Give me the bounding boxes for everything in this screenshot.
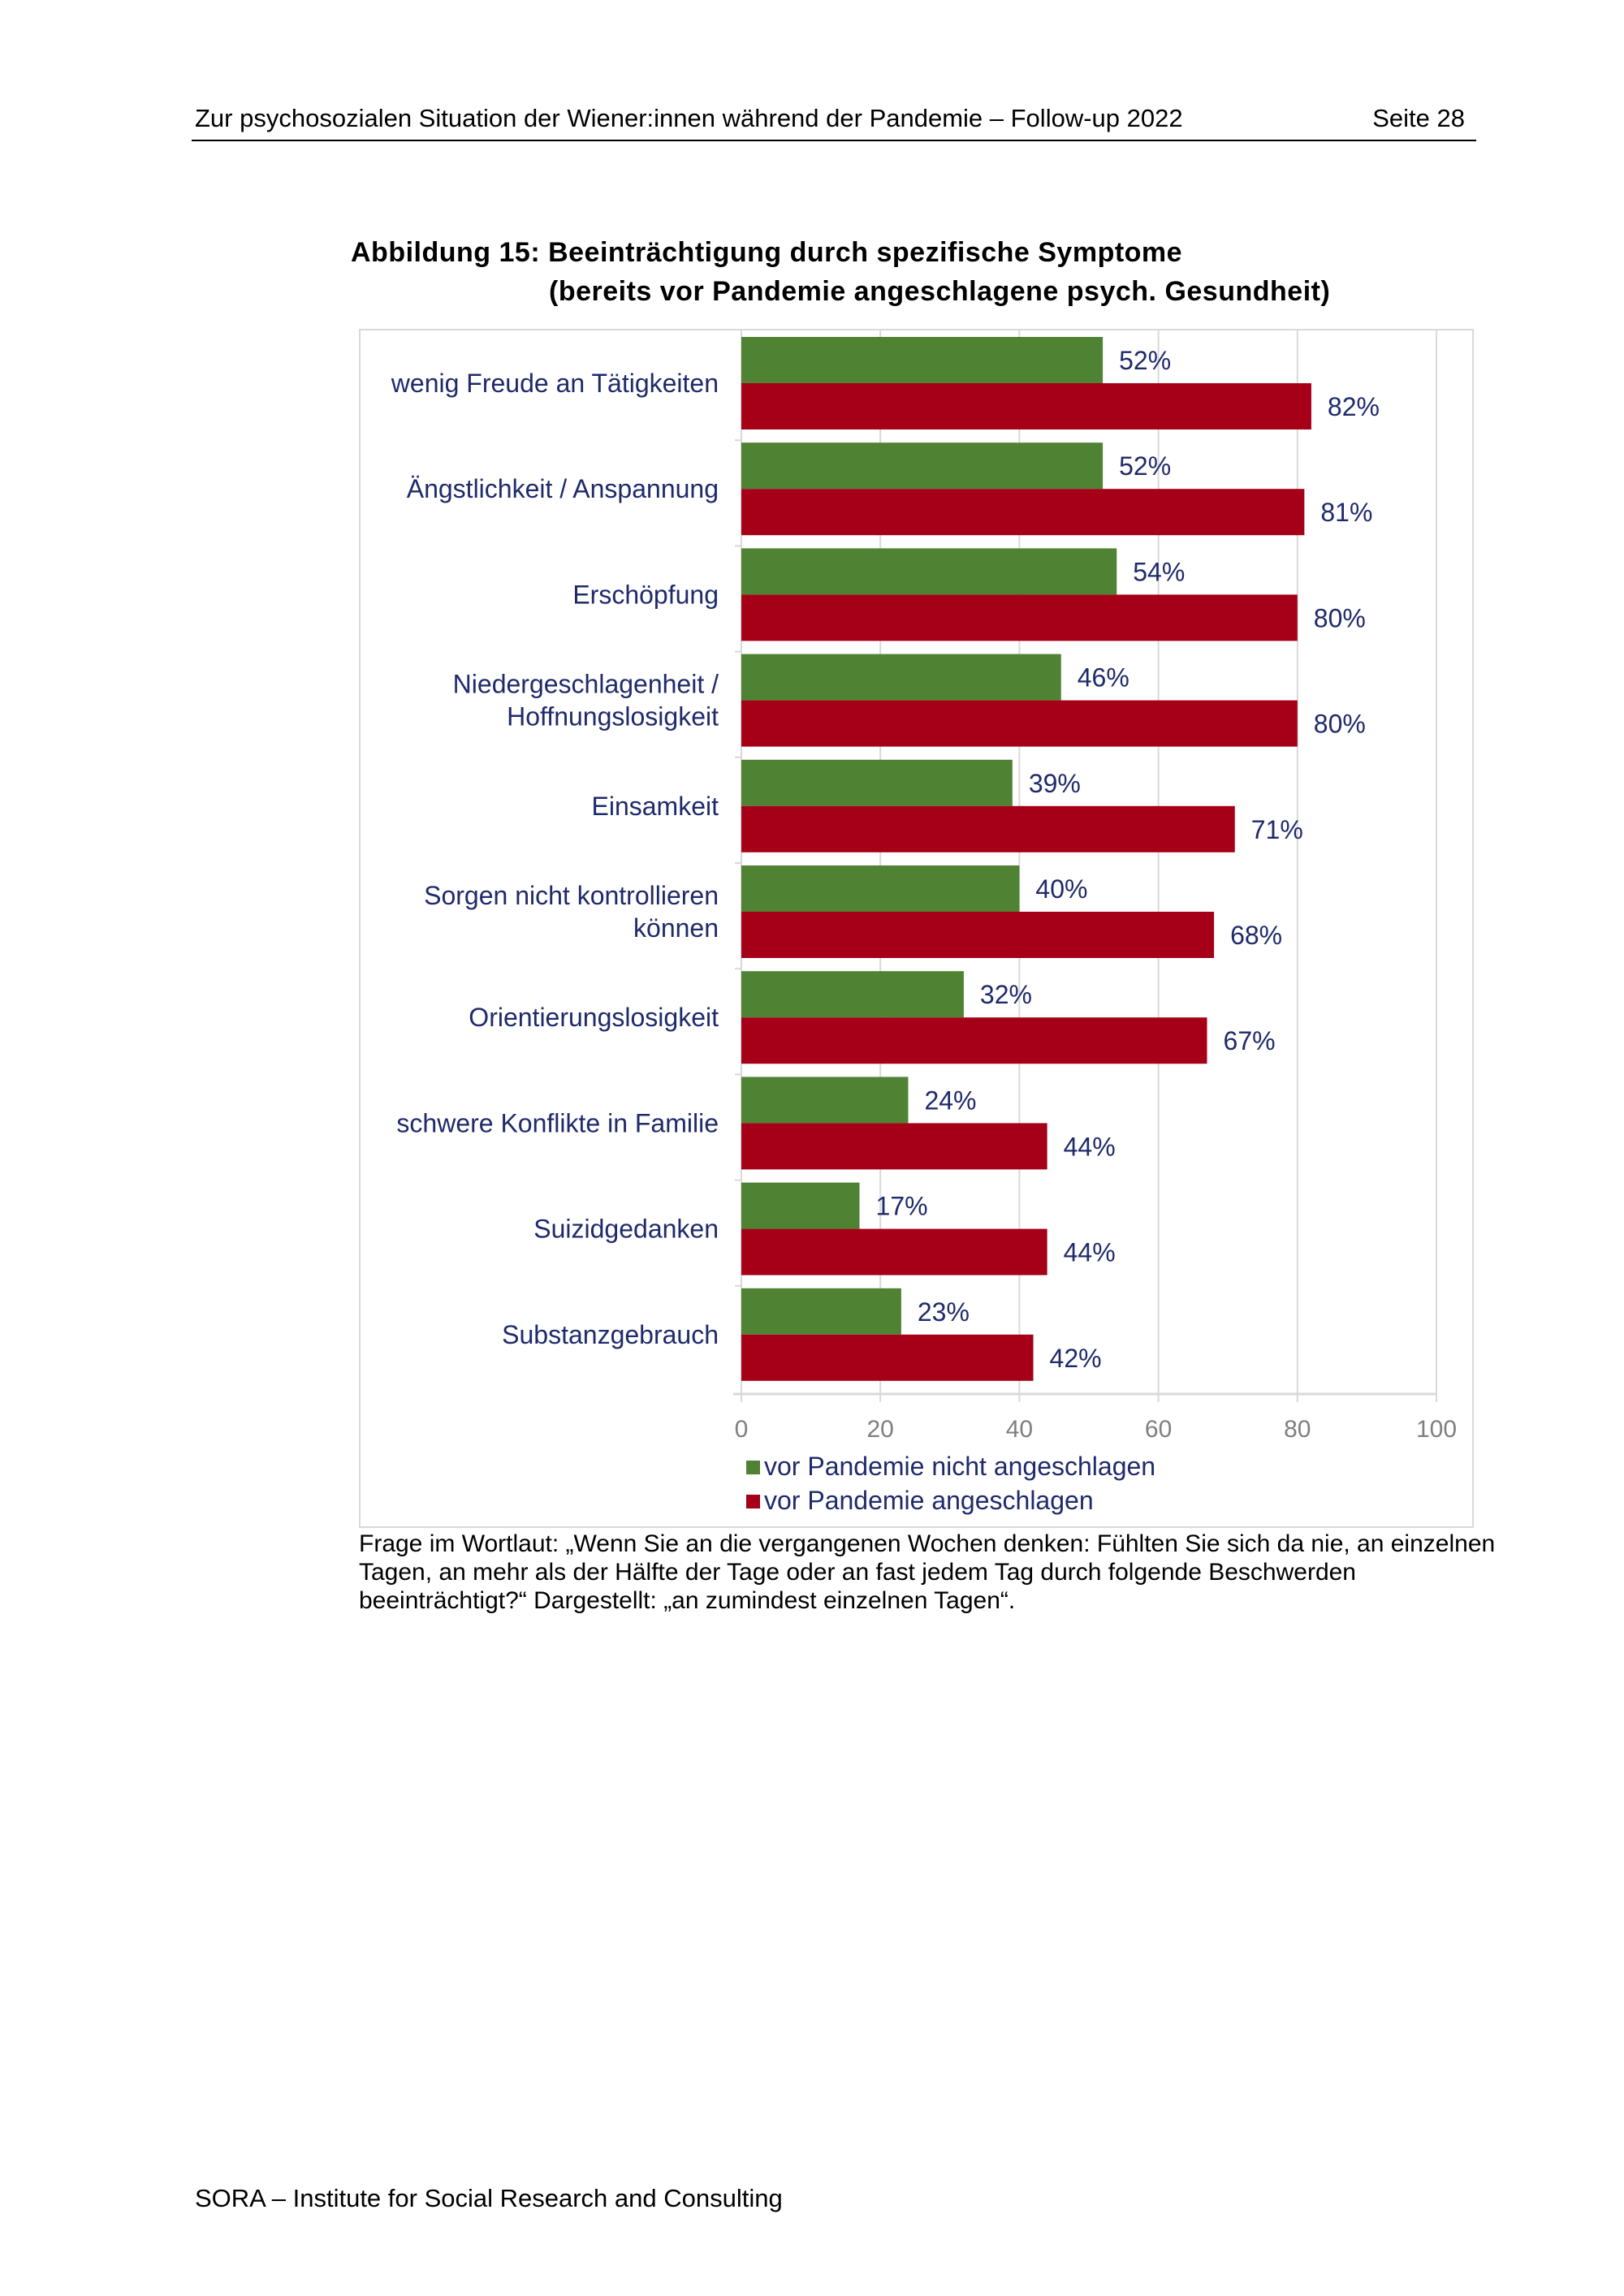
data-label: 52% [1119, 451, 1171, 481]
data-label: 44% [1064, 1132, 1116, 1161]
data-label: 80% [1314, 710, 1366, 739]
bar-affected [741, 1334, 1034, 1381]
bar-not-affected [741, 442, 1104, 490]
data-label: 17% [876, 1192, 928, 1221]
x-tick-label: 100 [1416, 1416, 1457, 1443]
bar-affected [741, 1228, 1047, 1275]
data-label: 39% [1029, 769, 1081, 798]
category-label: Einsamkeit [592, 792, 719, 821]
data-label: 46% [1078, 663, 1129, 693]
category-label: können [633, 913, 719, 943]
legend-label: vor Pandemie nicht angeschlagen [764, 1452, 1155, 1481]
bar-affected [741, 383, 1311, 429]
x-tick-label: 0 [735, 1416, 749, 1443]
chart-frame: 0 20 40 60 80 100 52% 82% wenig Freude an Tätigk… [359, 329, 1474, 1528]
figure-subtitle: (bereits vor Pandemie angeschlagene psyc… [549, 276, 1331, 307]
data-label: 71% [1251, 815, 1303, 844]
bar-not-affected [741, 337, 1104, 383]
bar-affected [741, 1123, 1047, 1170]
legend-swatch [746, 1461, 760, 1474]
legend-swatch [746, 1495, 760, 1508]
x-tick-label: 80 [1284, 1416, 1311, 1443]
bar-not-affected [741, 971, 964, 1018]
data-label: 52% [1119, 346, 1171, 375]
data-label: 44% [1064, 1238, 1116, 1267]
category-label: Niedergeschlagenheit / [453, 670, 719, 699]
category-label: Hoffnungslosigkeit [507, 702, 719, 732]
figure-title: Abbildung 15: Beeinträchtigung durch spe… [351, 237, 1183, 268]
bar-affected [741, 489, 1305, 536]
x-tick-label: 60 [1145, 1416, 1172, 1443]
footer: SORA – Institute for Social Research and… [195, 2184, 783, 2212]
x-tick-label: 20 [867, 1416, 894, 1443]
bar-chart: 0 20 40 60 80 100 52% 82% wenig Freude an Tätigk… [391, 330, 1457, 1515]
bar-not-affected [741, 1077, 909, 1124]
data-label: 80% [1314, 603, 1366, 632]
data-label: 40% [1035, 874, 1087, 904]
category-label: Orientierungslosigkeit [469, 1003, 719, 1032]
bar-not-affected [741, 654, 1061, 701]
header-rule [192, 140, 1476, 141]
data-label: 42% [1050, 1344, 1102, 1373]
bar-not-affected [741, 548, 1117, 595]
data-label: 68% [1230, 921, 1282, 950]
data-label: 67% [1224, 1026, 1276, 1055]
data-label: 54% [1133, 557, 1185, 586]
data-label: 82% [1328, 392, 1380, 421]
document-header-title: Zur psychosozialen Situation der Wiener:… [195, 104, 1183, 132]
figure-caption: Frage im Wortlaut: „Wenn Sie an die verg… [359, 1530, 1496, 1614]
category-label: wenig Freude an Tätigkeiten [391, 369, 719, 398]
bar-not-affected [741, 759, 1013, 806]
category-label: Substanzgebrauch [502, 1320, 719, 1349]
bar-affected [741, 1017, 1207, 1064]
category-label: Ängstlichkeit / Anspannung [407, 474, 719, 503]
data-label: 23% [918, 1297, 970, 1327]
legend-label: vor Pandemie angeschlagen [764, 1486, 1094, 1515]
category-label: Erschöpfung [572, 580, 719, 609]
bar-affected [741, 805, 1235, 852]
category-label: schwere Konflikte in Familie [396, 1108, 719, 1137]
x-tick-label: 40 [1006, 1416, 1033, 1443]
bar-not-affected [741, 865, 1020, 912]
data-label: 81% [1320, 498, 1372, 527]
category-label: Suizidgedanken [533, 1215, 719, 1244]
data-label: 24% [924, 1085, 976, 1115]
page-number: Seite 28 [1372, 104, 1465, 132]
bar-affected [741, 594, 1298, 641]
bar-not-affected [741, 1288, 901, 1335]
bar-not-affected [741, 1182, 860, 1229]
data-label: 32% [980, 980, 1032, 1009]
bar-affected [741, 700, 1298, 747]
bar-affected [741, 912, 1215, 958]
category-label: Sorgen nicht kontrollieren [424, 881, 719, 910]
